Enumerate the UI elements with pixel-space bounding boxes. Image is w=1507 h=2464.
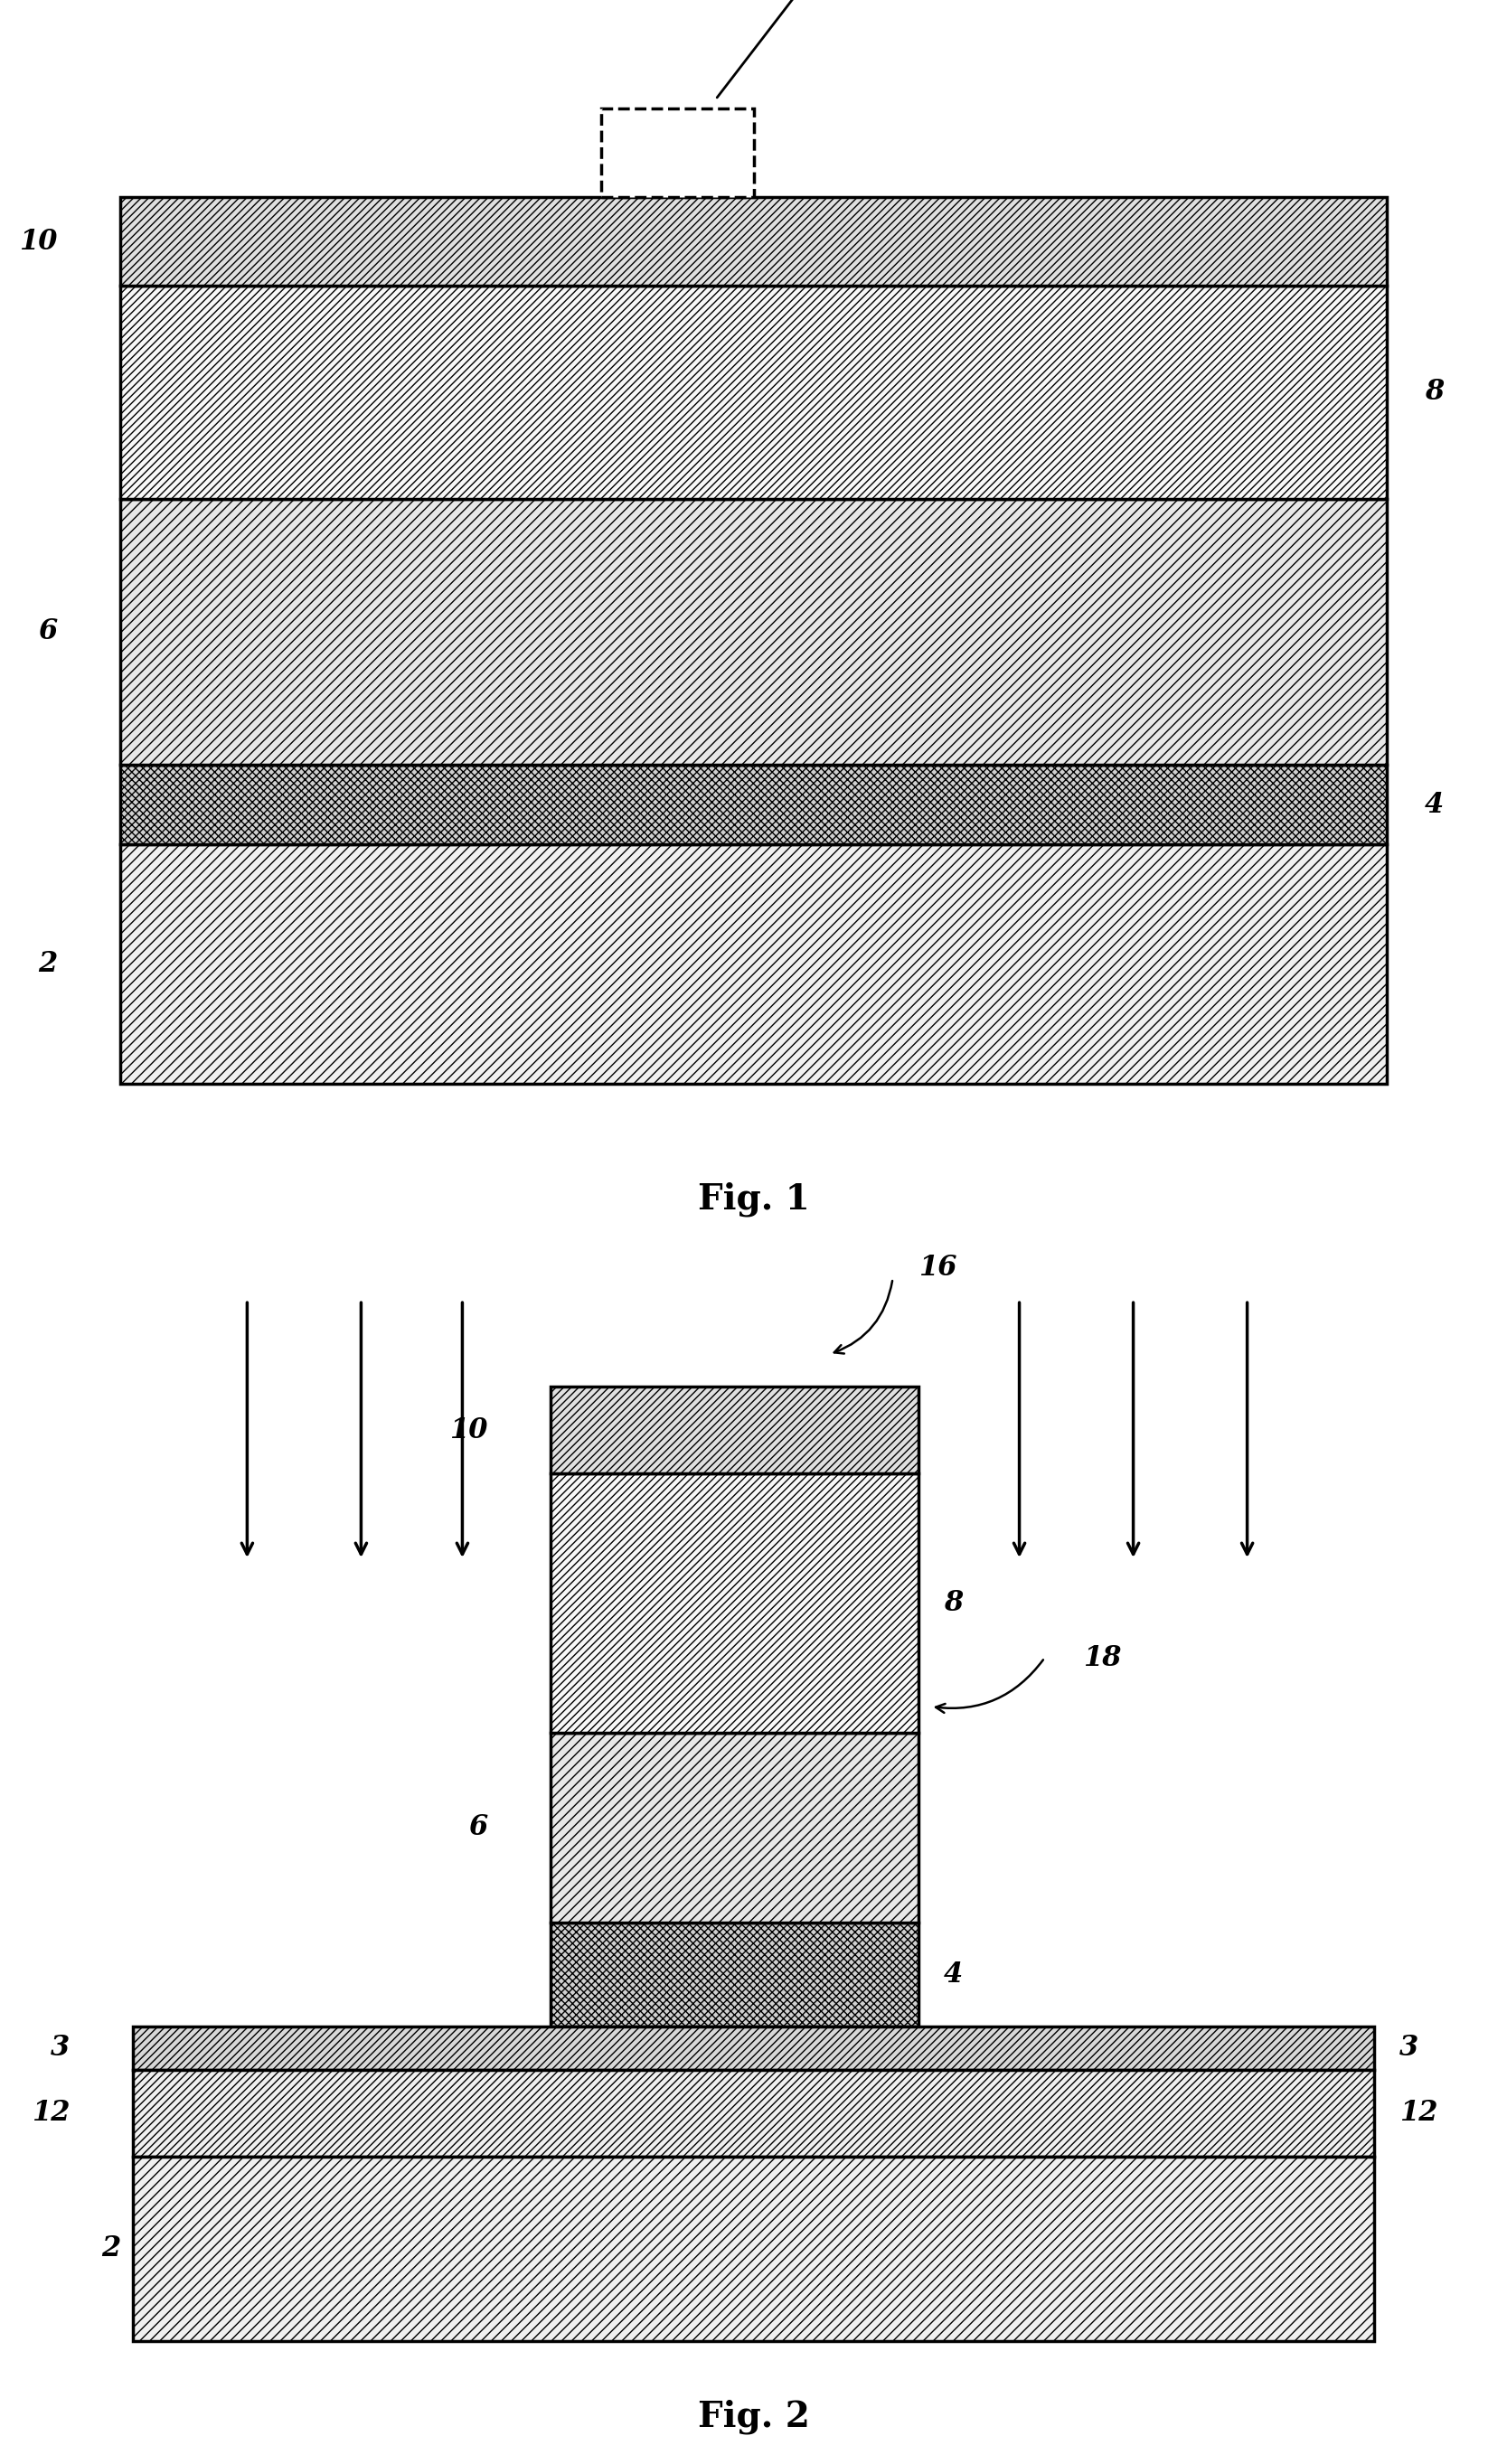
Text: 8: 8 <box>943 1589 963 1616</box>
Text: 4: 4 <box>943 1961 963 1988</box>
Text: 8: 8 <box>1424 379 1444 407</box>
Text: 10: 10 <box>449 1417 488 1444</box>
Bar <box>601 108 754 197</box>
Text: 4: 4 <box>1424 791 1444 818</box>
Text: Fig. 2: Fig. 2 <box>698 2400 809 2434</box>
Text: 6: 6 <box>38 618 57 646</box>
Bar <box>121 498 1386 764</box>
Bar <box>133 2070 1374 2156</box>
Bar <box>121 286 1386 498</box>
Text: 10: 10 <box>20 227 57 256</box>
Text: 2: 2 <box>38 951 57 978</box>
Bar <box>121 764 1386 845</box>
Bar <box>552 1473 918 1732</box>
Text: 6: 6 <box>469 1814 488 1841</box>
Text: 18: 18 <box>1082 1643 1121 1671</box>
Bar <box>552 1732 918 1922</box>
Text: 3: 3 <box>51 2035 69 2062</box>
Bar <box>121 197 1386 286</box>
Text: 2: 2 <box>101 2235 121 2262</box>
Text: Fig. 1: Fig. 1 <box>698 1183 809 1217</box>
Text: 12: 12 <box>32 2099 69 2126</box>
Bar <box>552 1387 918 1473</box>
Bar <box>552 1922 918 2025</box>
Text: 16: 16 <box>918 1254 957 1281</box>
Bar <box>133 2156 1374 2341</box>
Text: 3: 3 <box>1398 2035 1418 2062</box>
Bar <box>133 2025 1374 2070</box>
Bar <box>121 845 1386 1084</box>
Text: 12: 12 <box>1398 2099 1438 2126</box>
